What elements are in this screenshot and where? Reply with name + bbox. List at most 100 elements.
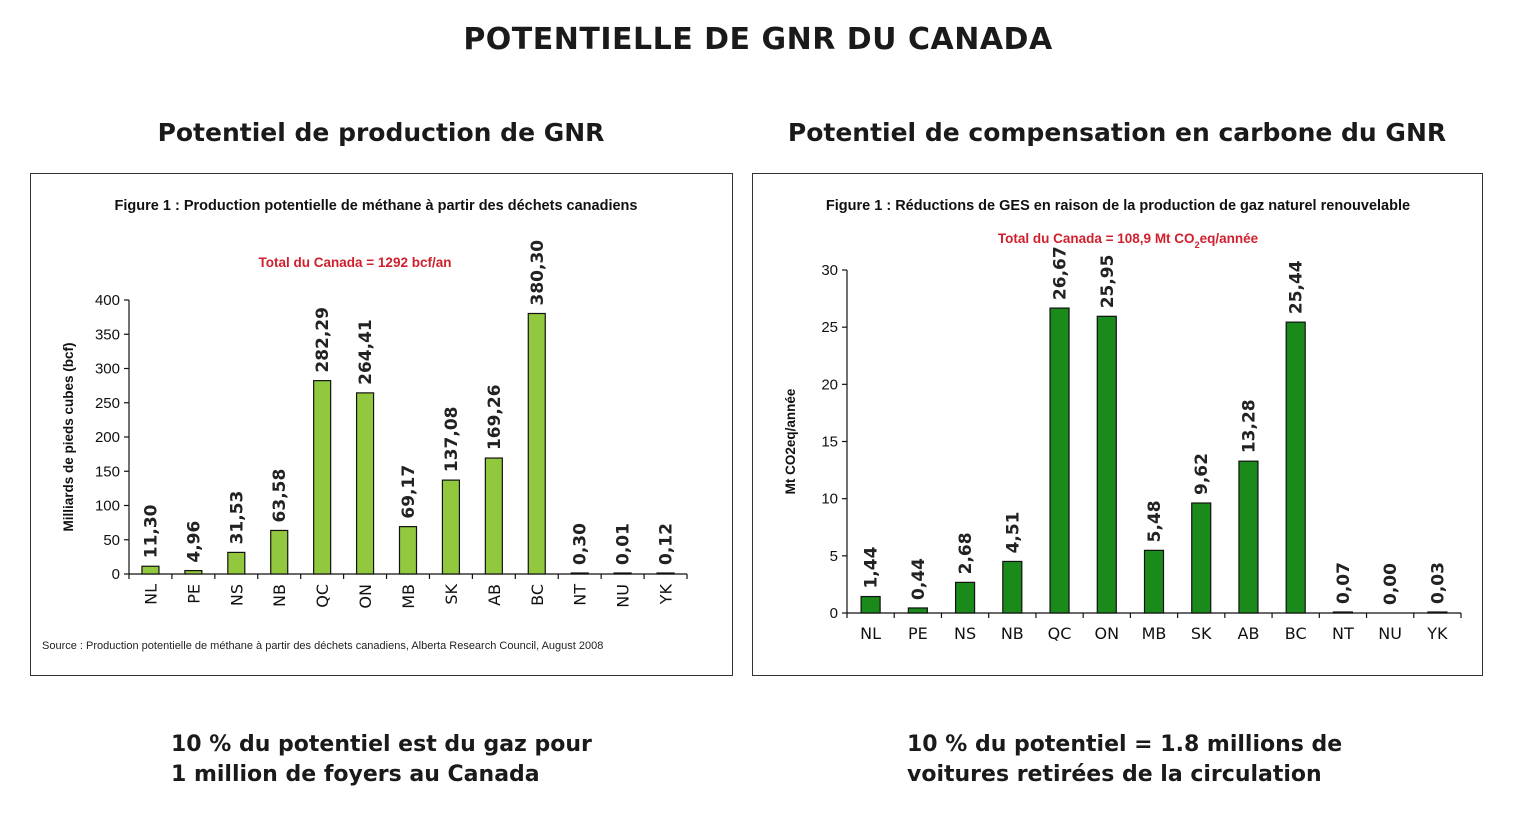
right-section-title: Potentiel de compensation en carbone du … — [787, 118, 1447, 147]
chart-title: Figure 1 : Production potentielle de mét… — [115, 198, 638, 214]
category-label: AB — [1238, 624, 1260, 643]
y-tick-label: 10 — [821, 491, 838, 508]
value-label: 2,68 — [956, 532, 976, 574]
bar-pe — [907, 607, 928, 614]
bar-qc — [313, 380, 332, 575]
bar-on — [1096, 315, 1117, 614]
category-label: NU — [1378, 624, 1402, 643]
value-label: 9,62 — [1192, 453, 1212, 495]
left-footer-text: 10 % du potentiel est du gaz pour 1 mill… — [171, 730, 592, 790]
category-label: PE — [184, 584, 203, 604]
annotation-suffix: eq/année — [1200, 231, 1259, 246]
value-label: 0,00 — [1381, 563, 1401, 605]
value-label: 31,53 — [227, 491, 247, 545]
y-tick-label: 350 — [95, 326, 120, 343]
right-chart-panel: Figure 1 : Réductions de GES en raison d… — [752, 173, 1483, 676]
value-label: 25,44 — [1287, 260, 1307, 314]
category-label: NL — [141, 584, 160, 605]
y-tick-label: 150 — [95, 463, 120, 480]
y-tick-label: 200 — [95, 429, 120, 446]
bar-nt — [570, 572, 589, 575]
y-tick-label: 5 — [830, 548, 838, 565]
y-tick-label: 15 — [821, 434, 838, 451]
category-label: NB — [270, 584, 289, 607]
value-label: 0,30 — [571, 523, 591, 565]
category-label: ON — [356, 584, 375, 609]
category-label: ON — [1094, 624, 1119, 643]
category-label: YK — [657, 583, 676, 605]
value-label: 63,58 — [270, 469, 290, 523]
bar-yk — [656, 572, 675, 575]
total-annotation: Total du Canada = 1292 bcf/an — [259, 255, 452, 270]
value-label: 0,12 — [657, 523, 677, 565]
category-label: NL — [860, 624, 881, 643]
value-label: 137,08 — [442, 406, 462, 472]
category-label: MB — [1142, 624, 1167, 643]
bar-ab — [484, 457, 503, 575]
annotation-prefix: Total du Canada = 108,9 Mt CO — [998, 231, 1195, 246]
y-tick-label: 400 — [95, 292, 120, 309]
chart-title: Figure 1 : Réductions de GES en raison d… — [826, 198, 1410, 214]
bar-mb — [398, 526, 418, 575]
bar-yk — [1427, 611, 1448, 614]
total-annotation: Total du Canada = 108,9 Mt CO2eq/année — [998, 231, 1259, 250]
category-label: SK — [442, 584, 461, 605]
value-label: 380,30 — [528, 240, 548, 306]
bar-bc — [527, 312, 546, 575]
bar-nu — [613, 572, 632, 575]
bar-nl — [860, 595, 881, 614]
bar-nt — [1332, 611, 1354, 614]
bar-nb — [270, 529, 289, 575]
category-label: NS — [227, 584, 246, 606]
category-label: AB — [485, 584, 504, 606]
bar-ns — [227, 551, 246, 575]
bar-on — [355, 392, 375, 575]
category-label: SK — [1191, 624, 1212, 643]
production-bar-chart: Figure 1 : Production potentielle de mét… — [42, 198, 688, 652]
category-label: NT — [571, 584, 590, 606]
value-label: 282,29 — [313, 307, 333, 373]
value-label: 5,48 — [1145, 500, 1165, 542]
bar-nl — [141, 565, 160, 575]
value-label: 0,07 — [1334, 562, 1354, 604]
value-label: 169,26 — [485, 384, 505, 450]
category-label: NB — [1001, 624, 1024, 643]
bar-sk — [441, 479, 461, 575]
bar-pe — [184, 570, 203, 575]
right-footer-line-1: 10 % du potentiel = 1.8 millions de — [907, 732, 1343, 757]
y-tick-label: 250 — [95, 395, 120, 412]
bar-ab — [1238, 460, 1259, 614]
left-footer-line-2: 1 million de foyers au Canada — [171, 762, 540, 787]
bar-bc — [1285, 321, 1306, 614]
right-footer-line-2: voitures retirées de la circulation — [907, 762, 1322, 787]
value-label: 25,95 — [1098, 255, 1118, 309]
right-footer-text: 10 % du potentiel = 1.8 millions de voit… — [907, 730, 1342, 790]
ghg-reduction-bar-chart: Figure 1 : Réductions de GES en raison d… — [783, 198, 1462, 643]
bar-mb — [1143, 549, 1165, 614]
y-axis-label: Mt CO2eq/année — [783, 388, 798, 494]
value-label: 0,03 — [1428, 562, 1448, 604]
bar-nb — [1002, 560, 1023, 614]
page-title: POTENTIELLE DE GNR DU CANADA — [463, 22, 1053, 57]
y-tick-label: 100 — [95, 498, 120, 515]
bar-qc — [1049, 307, 1070, 614]
bar-ns — [954, 581, 976, 614]
category-label: PE — [908, 624, 928, 643]
value-label: 13,28 — [1239, 399, 1259, 453]
value-label: 264,41 — [356, 319, 376, 385]
y-tick-label: 20 — [821, 376, 838, 393]
y-tick-label: 300 — [95, 361, 120, 378]
chart-source: Source : Production potentielle de métha… — [42, 640, 603, 652]
category-label: NT — [1332, 624, 1354, 643]
y-tick-label: 50 — [103, 532, 120, 549]
value-label: 69,17 — [399, 465, 419, 519]
category-label: MB — [399, 584, 418, 609]
category-label: QC — [313, 584, 332, 608]
left-section-title: Potentiel de production de GNR — [157, 118, 605, 147]
left-chart-panel: Figure 1 : Production potentielle de mét… — [30, 173, 733, 676]
value-label: 0,44 — [909, 558, 929, 600]
bar-sk — [1191, 502, 1212, 614]
category-label: NS — [954, 624, 976, 643]
category-label: QC — [1048, 624, 1072, 643]
category-label: YK — [1426, 624, 1448, 643]
